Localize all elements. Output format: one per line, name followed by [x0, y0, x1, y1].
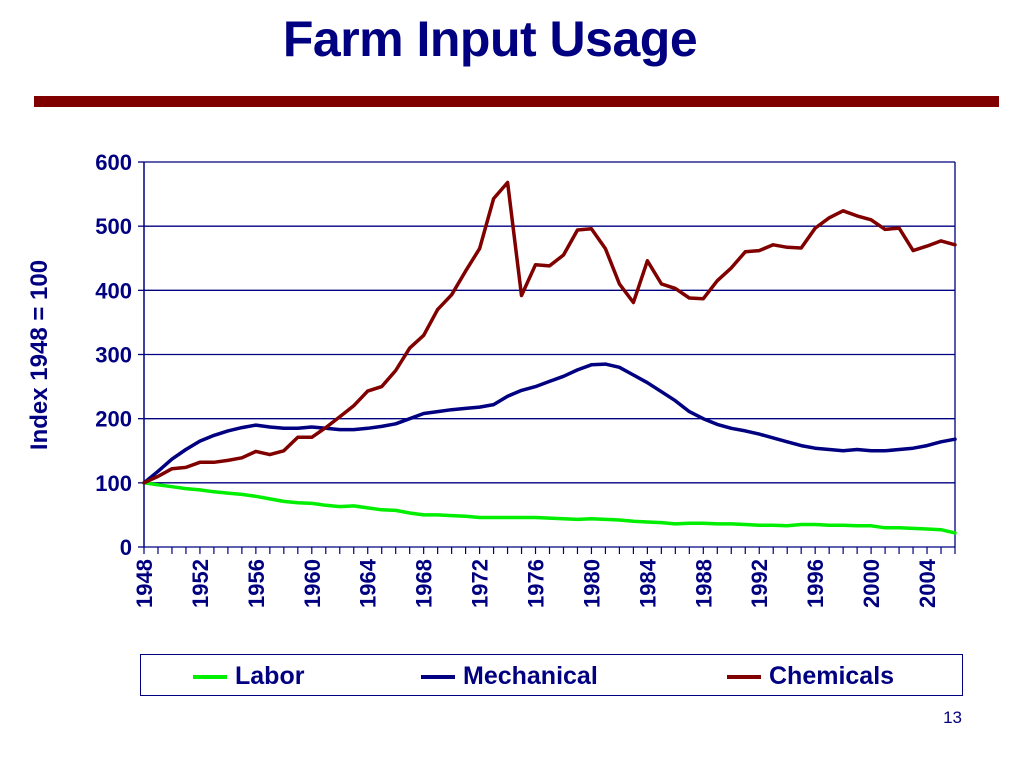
x-tick-label: 1964 — [356, 558, 381, 608]
chart-legend: Labor Mechanical Chemicals — [140, 654, 963, 696]
title-divider-rule — [34, 96, 999, 107]
y-axis-label: Index 1948 = 100 — [26, 260, 53, 450]
legend-swatch-labor — [193, 674, 227, 679]
x-tick-label: 1980 — [579, 559, 604, 608]
line-chart: 0 100 200 300 400 500 600 1948 1952 1956 1960 1964… — [26, 150, 957, 608]
series-line-labor — [142, 481, 957, 535]
x-tick-label: 1956 — [244, 559, 269, 608]
y-tick-label: 300 — [95, 343, 132, 368]
y-tick-label: 0 — [120, 535, 132, 560]
x-tick-label: 1968 — [412, 559, 437, 608]
gridlines — [144, 161, 955, 548]
x-tick-label: 2004 — [915, 558, 940, 608]
x-axis-tick-labels: 1948 1952 1956 1960 1964 1968 1972 1976 1980 1984… — [132, 558, 940, 608]
legend-item-labor: Labor — [193, 662, 304, 691]
axes — [138, 161, 956, 554]
x-tick-label: 1988 — [691, 559, 716, 608]
x-tick-label: 1976 — [524, 559, 549, 608]
x-tick-label: 1984 — [635, 558, 660, 608]
x-tick-label: 1972 — [468, 559, 493, 608]
x-tick-label: 2000 — [859, 559, 884, 608]
x-tick-label: 1952 — [188, 559, 213, 608]
legend-swatch-chemicals — [727, 674, 761, 679]
x-tick-label: 1996 — [803, 559, 828, 608]
legend-label-mechanical: Mechanical — [463, 662, 598, 690]
page-number: 13 — [943, 708, 962, 727]
y-tick-label: 200 — [95, 407, 132, 432]
legend-item-chemicals: Chemicals — [727, 662, 894, 691]
y-tick-label: 500 — [95, 214, 132, 239]
legend-label-chemicals: Chemicals — [769, 662, 895, 690]
x-tick-label: 1948 — [132, 559, 157, 608]
legend-label-labor: Labor — [235, 662, 305, 690]
legend-item-mechanical: Mechanical — [421, 662, 598, 691]
series-line-mechanical — [142, 362, 957, 485]
legend-swatch-mechanical — [421, 674, 455, 679]
y-tick-label: 100 — [95, 471, 132, 496]
y-axis-tick-labels: 0 100 200 300 400 500 600 — [95, 150, 132, 560]
slide-title: Farm Input Usage — [282, 11, 698, 67]
x-tick-label: 1992 — [747, 559, 772, 608]
data-series — [142, 180, 957, 535]
y-tick-label: 600 — [95, 150, 132, 175]
x-tick-label: 1960 — [300, 559, 325, 608]
y-tick-label: 400 — [95, 278, 132, 303]
series-line-chemicals — [142, 180, 957, 485]
